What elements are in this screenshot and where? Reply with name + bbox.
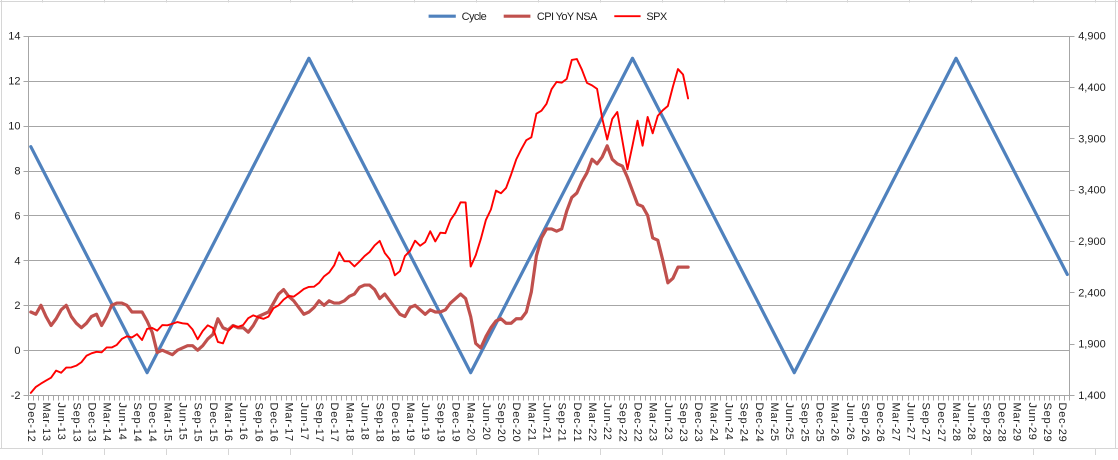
svg-text:Sep-27: Sep-27 bbox=[920, 403, 932, 443]
svg-text:Sep-25: Sep-25 bbox=[798, 403, 810, 443]
svg-text:CPI YoY NSA: CPI YoY NSA bbox=[537, 11, 598, 23]
svg-text:Jun-26: Jun-26 bbox=[844, 403, 856, 441]
svg-text:Mar-20: Mar-20 bbox=[465, 403, 477, 442]
svg-text:Dec-19: Dec-19 bbox=[450, 403, 462, 443]
svg-text:-2: -2 bbox=[11, 390, 21, 402]
svg-text:Mar-26: Mar-26 bbox=[829, 403, 841, 442]
svg-text:Sep-18: Sep-18 bbox=[374, 403, 386, 443]
svg-text:Jun-15: Jun-15 bbox=[177, 403, 189, 441]
svg-text:Jun-13: Jun-13 bbox=[55, 403, 67, 441]
svg-text:Sep-14: Sep-14 bbox=[131, 403, 143, 443]
svg-text:Sep-19: Sep-19 bbox=[434, 403, 446, 443]
svg-text:Dec-25: Dec-25 bbox=[814, 403, 826, 443]
svg-text:Dec-16: Dec-16 bbox=[268, 403, 280, 443]
svg-text:Mar-25: Mar-25 bbox=[768, 403, 780, 442]
svg-text:Mar-27: Mar-27 bbox=[889, 403, 901, 442]
svg-text:Sep-28: Sep-28 bbox=[980, 403, 992, 443]
svg-text:Jun-24: Jun-24 bbox=[723, 403, 735, 441]
svg-text:Dec-17: Dec-17 bbox=[328, 403, 340, 443]
svg-text:Sep-20: Sep-20 bbox=[495, 403, 507, 443]
svg-text:SPX: SPX bbox=[646, 11, 667, 23]
svg-text:Sep-17: Sep-17 bbox=[313, 403, 325, 443]
svg-text:Mar-19: Mar-19 bbox=[404, 403, 416, 442]
svg-text:Mar-13: Mar-13 bbox=[40, 403, 52, 442]
svg-text:Dec-21: Dec-21 bbox=[571, 403, 583, 443]
svg-text:Jun-21: Jun-21 bbox=[541, 403, 553, 441]
svg-text:Jun-20: Jun-20 bbox=[480, 403, 492, 441]
svg-text:Mar-14: Mar-14 bbox=[101, 403, 113, 442]
svg-text:Jun-22: Jun-22 bbox=[601, 403, 613, 441]
svg-text:Dec-23: Dec-23 bbox=[692, 403, 704, 443]
svg-text:4: 4 bbox=[14, 255, 20, 267]
svg-text:Jun-29: Jun-29 bbox=[1026, 403, 1038, 441]
svg-text:Dec-29: Dec-29 bbox=[1056, 403, 1068, 443]
svg-text:Jun-18: Jun-18 bbox=[359, 403, 371, 441]
svg-text:Dec-22: Dec-22 bbox=[632, 403, 644, 443]
svg-text:Mar-17: Mar-17 bbox=[283, 403, 295, 442]
svg-text:Dec-27: Dec-27 bbox=[935, 403, 947, 443]
svg-text:Jun-14: Jun-14 bbox=[116, 403, 128, 441]
svg-text:3,400: 3,400 bbox=[1078, 185, 1106, 197]
svg-text:Mar-21: Mar-21 bbox=[525, 403, 537, 442]
svg-text:0: 0 bbox=[14, 345, 20, 357]
svg-text:Sep-23: Sep-23 bbox=[677, 403, 689, 443]
svg-text:Jun-25: Jun-25 bbox=[783, 403, 795, 441]
svg-text:Dec-18: Dec-18 bbox=[389, 403, 401, 443]
svg-text:Mar-15: Mar-15 bbox=[161, 403, 173, 442]
svg-text:Jun-28: Jun-28 bbox=[965, 403, 977, 441]
svg-text:Mar-22: Mar-22 bbox=[586, 403, 598, 442]
svg-text:Mar-28: Mar-28 bbox=[950, 403, 962, 442]
svg-text:10: 10 bbox=[8, 121, 20, 133]
svg-text:Sep-21: Sep-21 bbox=[556, 403, 568, 443]
svg-text:Dec-28: Dec-28 bbox=[996, 403, 1008, 443]
svg-text:Dec-26: Dec-26 bbox=[874, 403, 886, 443]
svg-text:12: 12 bbox=[8, 76, 20, 88]
svg-text:14: 14 bbox=[8, 31, 20, 43]
svg-text:Sep-13: Sep-13 bbox=[70, 403, 82, 443]
svg-text:Mar-29: Mar-29 bbox=[1011, 403, 1023, 442]
svg-text:4,900: 4,900 bbox=[1078, 31, 1106, 43]
svg-text:Jun-16: Jun-16 bbox=[237, 403, 249, 441]
svg-text:Dec-13: Dec-13 bbox=[86, 403, 98, 443]
svg-text:3,900: 3,900 bbox=[1078, 133, 1106, 145]
svg-text:Jun-17: Jun-17 bbox=[298, 403, 310, 441]
svg-text:2: 2 bbox=[14, 300, 20, 312]
svg-text:2,400: 2,400 bbox=[1078, 287, 1106, 299]
svg-text:Dec-14: Dec-14 bbox=[146, 403, 158, 443]
svg-text:Sep-15: Sep-15 bbox=[192, 403, 204, 443]
svg-text:4,400: 4,400 bbox=[1078, 82, 1106, 94]
svg-text:Dec-15: Dec-15 bbox=[207, 403, 219, 443]
svg-text:1,900: 1,900 bbox=[1078, 339, 1106, 351]
svg-text:8: 8 bbox=[14, 165, 20, 177]
svg-text:2,900: 2,900 bbox=[1078, 236, 1106, 248]
svg-text:Sep-16: Sep-16 bbox=[252, 403, 264, 443]
svg-text:Jun-23: Jun-23 bbox=[662, 403, 674, 441]
svg-text:Dec-12: Dec-12 bbox=[25, 403, 37, 443]
svg-text:Mar-16: Mar-16 bbox=[222, 403, 234, 442]
svg-text:Mar-18: Mar-18 bbox=[343, 403, 355, 442]
svg-text:Cycle: Cycle bbox=[462, 11, 487, 23]
svg-text:Dec-24: Dec-24 bbox=[753, 403, 765, 443]
svg-text:Sep-29: Sep-29 bbox=[1041, 403, 1053, 443]
svg-text:6: 6 bbox=[14, 210, 20, 222]
svg-text:Dec-20: Dec-20 bbox=[510, 403, 522, 443]
svg-text:Sep-22: Sep-22 bbox=[616, 403, 628, 443]
svg-text:Jun-27: Jun-27 bbox=[905, 403, 917, 441]
svg-text:Mar-24: Mar-24 bbox=[707, 403, 719, 442]
svg-text:1,400: 1,400 bbox=[1078, 390, 1106, 402]
svg-text:Sep-24: Sep-24 bbox=[738, 403, 750, 443]
svg-text:Jun-19: Jun-19 bbox=[419, 403, 431, 441]
svg-text:Mar-23: Mar-23 bbox=[647, 403, 659, 442]
svg-text:Sep-26: Sep-26 bbox=[859, 403, 871, 443]
